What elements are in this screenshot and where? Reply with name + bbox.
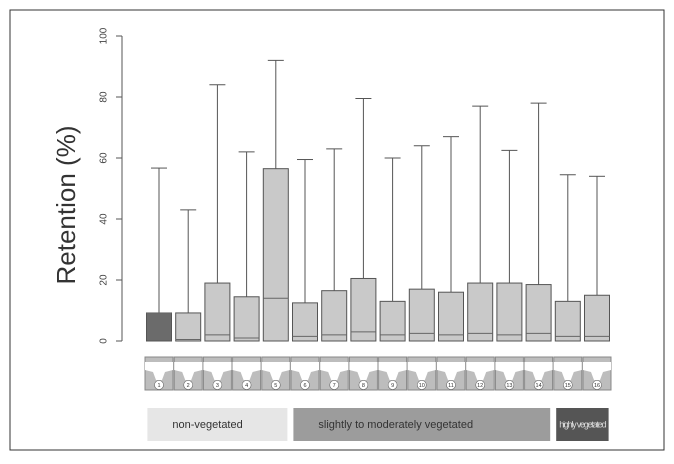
box <box>438 291 464 342</box>
box <box>321 290 348 342</box>
icon-badge <box>592 380 602 390</box>
group-bar <box>147 408 288 441</box>
icon-badge <box>329 380 340 390</box>
y-axis-label: Retention (%) <box>51 126 81 285</box>
channel-shape <box>291 362 319 380</box>
y-tick-label: 20 <box>99 274 110 286</box>
group-label: slightly to moderately vegetated <box>318 419 473 431</box>
channel-shape <box>349 362 378 380</box>
box <box>233 296 260 342</box>
x-tick-label: 6 <box>303 383 306 389</box>
box <box>146 312 172 342</box>
y-tick-label: 100 <box>99 27 110 44</box>
x-tick-label: 13 <box>506 383 512 389</box>
x-tick-label: 3 <box>216 383 219 389</box>
box <box>496 282 523 342</box>
channel-shape <box>583 362 611 380</box>
channel-shape <box>495 362 524 380</box>
group-label: non-vegetated <box>172 419 242 431</box>
group-bar <box>293 408 551 441</box>
y-tick-label: 60 <box>99 152 110 164</box>
icon-badge <box>504 380 515 390</box>
channel-shape <box>553 362 582 380</box>
icon-badge <box>387 380 398 390</box>
channel-shape <box>174 362 203 380</box>
x-tick-label: 15 <box>565 383 571 389</box>
channel-shape <box>232 362 261 380</box>
x-tick-label: 10 <box>419 383 425 389</box>
x-tick-label: 8 <box>362 383 365 389</box>
x-tick-label: 14 <box>536 383 542 389</box>
icon-badge <box>446 380 456 390</box>
box <box>525 284 552 342</box>
x-tick-label: 11 <box>448 383 454 389</box>
box <box>175 312 202 342</box>
x-tick-label: 12 <box>477 383 483 389</box>
icon-badge <box>416 380 427 390</box>
channel-shape <box>320 362 349 380</box>
box <box>350 277 377 342</box>
channel-shape <box>524 362 553 380</box>
box <box>467 282 494 342</box>
icon-badge <box>212 380 223 390</box>
x-tick-label: 16 <box>594 383 600 389</box>
channel-shape <box>145 362 173 380</box>
channel-shape <box>203 362 232 380</box>
x-tick-label: 9 <box>391 383 394 389</box>
channel-shape <box>378 362 407 380</box>
channel-shape <box>407 362 436 380</box>
box <box>584 294 610 342</box>
x-tick-label: 7 <box>333 383 336 389</box>
group-bar <box>556 408 609 441</box>
box <box>262 168 289 342</box>
x-tick-label: 1 <box>157 383 160 389</box>
icon-badge <box>241 380 252 390</box>
box <box>292 302 318 342</box>
x-tick-label: 5 <box>274 383 277 389</box>
box <box>408 288 435 342</box>
x-tick-label: 4 <box>245 383 248 389</box>
box <box>204 282 231 342</box>
icon-badge <box>533 380 544 390</box>
x-tick-label: 2 <box>187 383 190 389</box>
icon-badge <box>183 380 193 390</box>
icon-badge <box>358 380 369 390</box>
icon-badge <box>300 380 310 390</box>
y-tick-label: 0 <box>99 338 110 344</box>
icon-badge <box>270 380 281 390</box>
icon-badge <box>475 380 486 390</box>
y-tick-label: 80 <box>99 91 110 103</box>
icon-badge <box>562 380 573 390</box>
group-label: highly vegetated <box>559 419 606 429</box>
y-tick-label: 40 <box>99 213 110 225</box>
box <box>554 300 581 342</box>
channel-shape <box>437 362 465 380</box>
icon-badge <box>154 380 164 390</box>
channel-shape <box>261 362 290 380</box>
channel-shape <box>466 362 495 380</box>
box <box>379 300 406 342</box>
